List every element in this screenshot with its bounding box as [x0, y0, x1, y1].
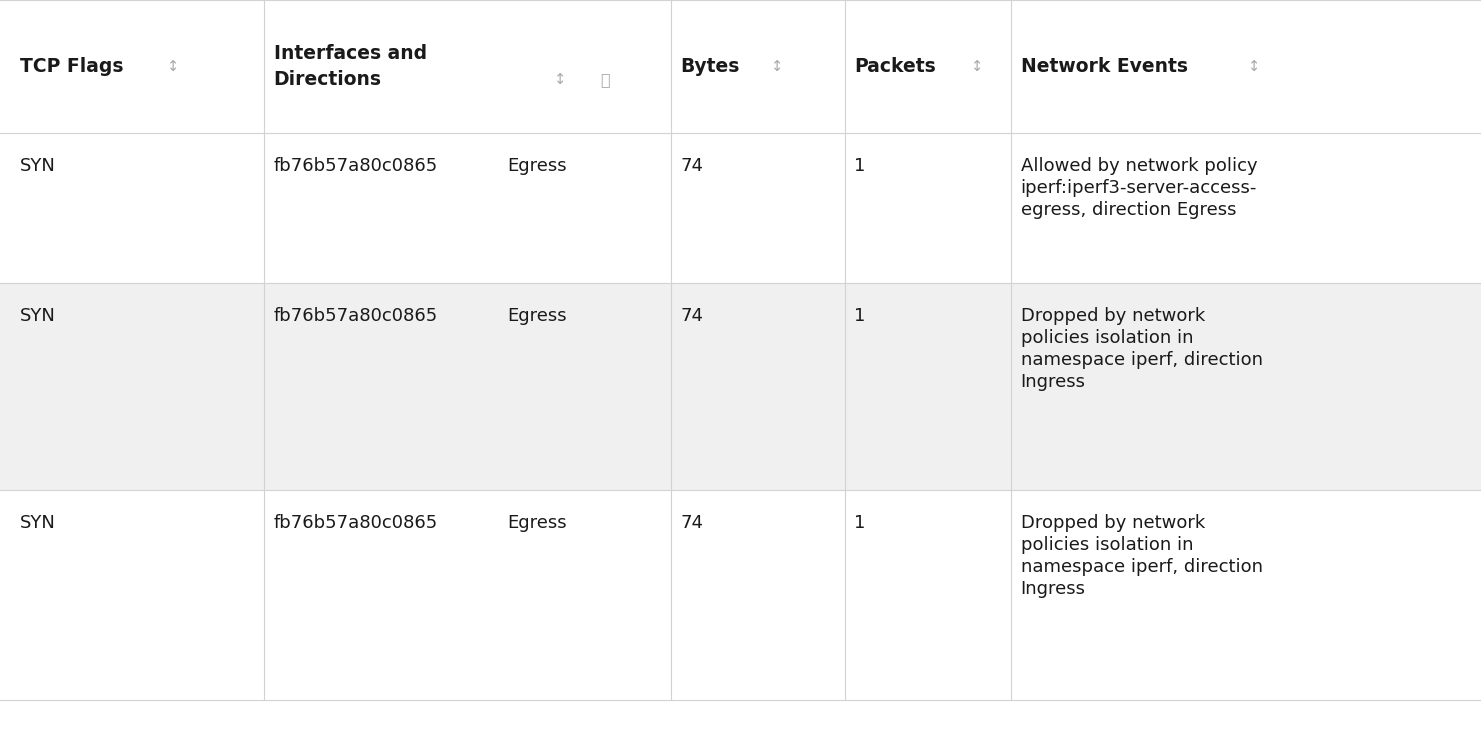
Text: Network Events: Network Events	[1020, 57, 1188, 76]
Text: SYN: SYN	[21, 307, 56, 325]
Text: SYN: SYN	[21, 157, 56, 175]
Text: Dropped by network: Dropped by network	[1020, 514, 1206, 532]
Text: egress, direction Egress: egress, direction Egress	[1020, 201, 1237, 219]
Text: namespace iperf, direction: namespace iperf, direction	[1020, 351, 1263, 369]
Bar	[0, 490, 1481, 700]
Text: SYN: SYN	[21, 514, 56, 532]
Text: Bytes: Bytes	[680, 57, 740, 76]
Text: Egress: Egress	[507, 307, 567, 325]
Text: Ingress: Ingress	[1020, 580, 1086, 598]
Text: fb76b57a80c0865: fb76b57a80c0865	[274, 157, 438, 175]
Text: policies isolation in: policies isolation in	[1020, 329, 1194, 347]
Text: iperf:iperf3-server-access-: iperf:iperf3-server-access-	[1020, 179, 1257, 197]
Bar	[0, 133, 1481, 283]
Text: ↕: ↕	[554, 72, 566, 87]
Text: Ingress: Ingress	[1020, 373, 1086, 391]
Text: policies isolation in: policies isolation in	[1020, 536, 1194, 554]
Text: Packets: Packets	[855, 57, 936, 76]
Text: fb76b57a80c0865: fb76b57a80c0865	[274, 307, 438, 325]
Text: TCP Flags: TCP Flags	[21, 57, 123, 76]
Text: Directions: Directions	[274, 70, 382, 89]
Text: ↕: ↕	[167, 59, 179, 74]
Text: ↕: ↕	[772, 59, 783, 74]
Text: ↕: ↕	[1247, 59, 1260, 74]
Text: Egress: Egress	[507, 157, 567, 175]
Bar	[0, 0, 1481, 133]
Text: fb76b57a80c0865: fb76b57a80c0865	[274, 514, 438, 532]
Bar	[0, 283, 1481, 490]
Text: namespace iperf, direction: namespace iperf, direction	[1020, 558, 1263, 576]
Text: 1: 1	[855, 514, 865, 532]
Text: 1: 1	[855, 157, 865, 175]
Text: Dropped by network: Dropped by network	[1020, 307, 1206, 325]
Text: ⓘ: ⓘ	[600, 72, 610, 87]
Text: ↕: ↕	[972, 59, 983, 74]
Text: Egress: Egress	[507, 514, 567, 532]
Text: Allowed by network policy: Allowed by network policy	[1020, 157, 1257, 175]
Text: Interfaces and: Interfaces and	[274, 44, 427, 63]
Text: 74: 74	[680, 157, 703, 175]
Text: 74: 74	[680, 307, 703, 325]
Text: 74: 74	[680, 514, 703, 532]
Text: 1: 1	[855, 307, 865, 325]
